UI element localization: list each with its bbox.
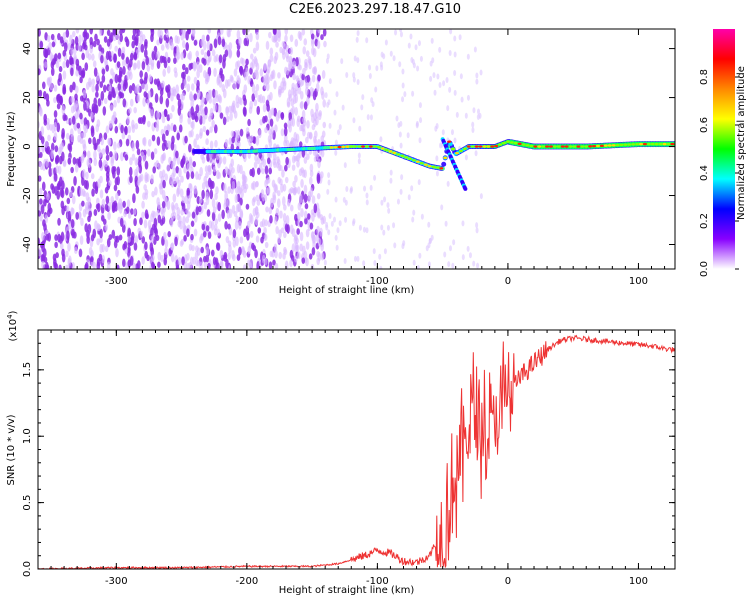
chart-title: C2E6.2023.297.18.47.G10: [288, 2, 462, 17]
y-tick-label: 0.5: [22, 495, 33, 511]
x-tick-label: 100: [629, 576, 648, 587]
x-axis-label: Height of straight line (km): [279, 285, 415, 296]
panel1-frame: [37, 28, 676, 270]
x-tick-label: 0: [505, 576, 511, 587]
colorbar-label: Normalized spectral amplitude: [736, 66, 747, 220]
spectrogram-image: [38, 29, 675, 269]
colorbar-tick-label: 0.6: [699, 117, 710, 133]
y-tick-label: 1.5: [22, 362, 33, 378]
x-tick-label: 0: [505, 276, 511, 287]
x-tick-label: -300: [105, 576, 128, 587]
colorbar-tick-label: 0.8: [699, 69, 710, 85]
y-tick-label: 0: [22, 143, 33, 149]
x-axis-label: Height of straight line (km): [279, 585, 415, 596]
y-multiplier-close: ): [8, 310, 19, 314]
snr-series-line: [38, 334, 675, 569]
y-axis-label: SNR (10 * v/v): [6, 414, 17, 485]
x-tick-label: -100: [366, 576, 389, 587]
colorbar-tick-label: 0.2: [699, 213, 710, 229]
y-tick-label: 1.0: [22, 428, 33, 444]
x-tick-label: -200: [236, 576, 259, 587]
colorbar: [713, 29, 735, 269]
y-multiplier-exponent: 4: [6, 314, 14, 319]
x-tick-label: -100: [366, 276, 389, 287]
colorbar-tick-label: 0.0: [699, 261, 710, 277]
x-tick-label: 100: [629, 276, 648, 287]
y-axis-label: Frequency (Hz): [6, 111, 17, 187]
y-tick-label: -20: [22, 187, 33, 203]
y-tick-label: 40: [22, 42, 33, 55]
y-tick-label: 0.0: [22, 561, 33, 577]
y-multiplier-label: (x104): [6, 310, 19, 341]
x-tick-label: -300: [105, 276, 128, 287]
y-tick-label: -40: [22, 236, 33, 252]
y-tick-label: 20: [22, 91, 33, 104]
panel2-frame: [37, 329, 676, 570]
colorbar-tick-label: 0.4: [699, 165, 710, 181]
x-tick-label: -200: [236, 276, 259, 287]
